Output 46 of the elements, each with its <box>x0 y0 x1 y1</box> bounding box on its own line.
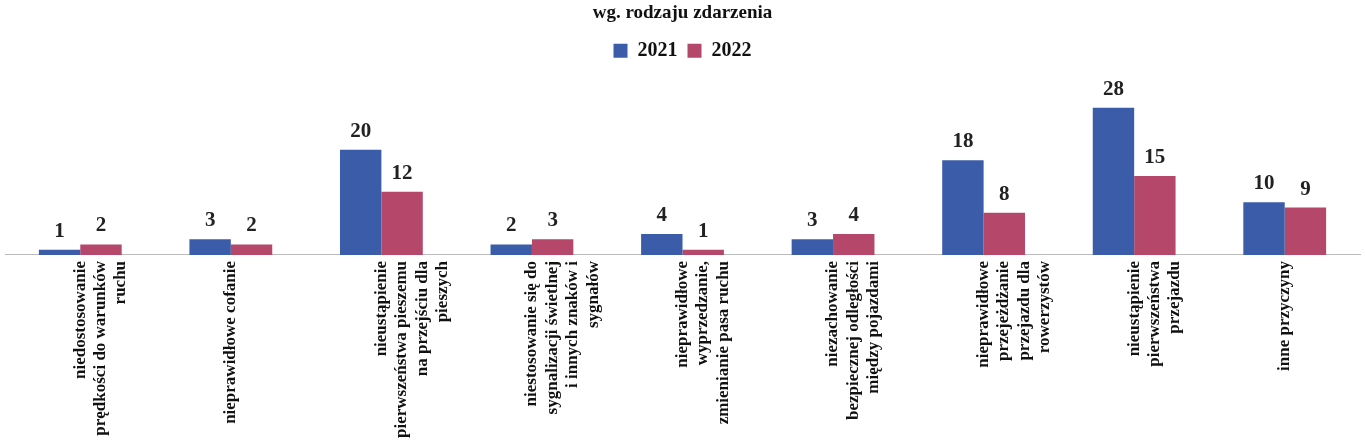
bar <box>80 244 122 255</box>
data-label: 18 <box>952 128 974 153</box>
data-label: 12 <box>391 159 413 184</box>
data-label: 9 <box>1300 175 1311 200</box>
x-tick-label: niedostosowanie prędkości do warunków ruchu <box>69 260 130 436</box>
data-label: 3 <box>547 207 558 232</box>
bar <box>1092 107 1135 255</box>
x-tick-label: niestosowanie się do sygnalizacji świetlnej i innych znaków i sygnałów <box>521 260 602 415</box>
data-label: 8 <box>999 180 1010 205</box>
chart-title: wg. rodzaju zdarzenia <box>592 1 773 23</box>
bar <box>682 249 724 255</box>
x-tick-label: nieprawidłowe przejeżdżanie przejazdu dla rowerzystów <box>973 260 1054 368</box>
data-label: 2 <box>95 212 107 237</box>
legend-label: 2021 <box>637 37 678 60</box>
data-label: 2 <box>246 212 257 237</box>
data-label: 4 <box>656 201 668 226</box>
data-label: 20 <box>350 117 372 142</box>
bar <box>1284 207 1327 255</box>
data-label: 4 <box>848 201 860 226</box>
x-tick-label: nieustąpienie pierwszeństwa pieszemu na przejściu dla pieszych <box>370 260 451 439</box>
bar <box>791 239 834 255</box>
bar <box>381 191 423 255</box>
data-label: 2 <box>505 212 517 237</box>
data-label: 3 <box>807 207 818 232</box>
bar <box>531 239 574 255</box>
x-tick-label: inne przyczyny <box>1274 260 1294 371</box>
bar <box>230 244 273 255</box>
bar <box>833 233 875 255</box>
data-label: 15 <box>1144 143 1166 168</box>
bar <box>641 233 683 255</box>
bar <box>490 244 532 255</box>
bar <box>942 160 984 255</box>
data-label: 3 <box>204 207 216 232</box>
data-label: 10 <box>1253 170 1275 195</box>
bar <box>1134 176 1176 255</box>
bar <box>983 212 1026 255</box>
data-label: 1 <box>697 217 709 242</box>
bar <box>339 149 382 255</box>
bar <box>1243 202 1285 255</box>
x-tick-label: nieprawidłowe cofanie <box>220 260 240 424</box>
x-tick-label: nieustąpienie pierwszeństwa przejazdu <box>1123 260 1184 367</box>
bar <box>189 239 231 255</box>
data-label: 28 <box>1102 75 1124 100</box>
bar <box>38 249 81 255</box>
legend-label: 2022 <box>711 37 752 60</box>
data-label: 1 <box>54 217 65 242</box>
